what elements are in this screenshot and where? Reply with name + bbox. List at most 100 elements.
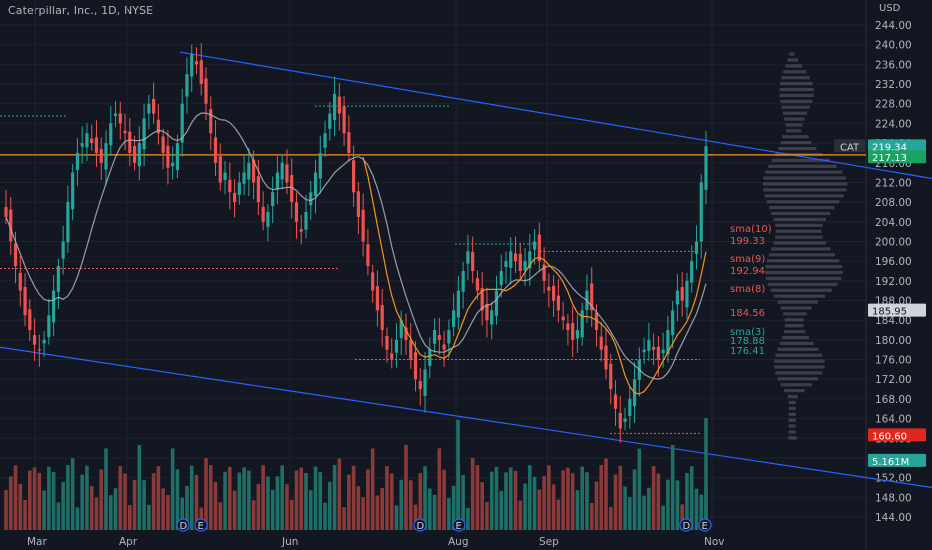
candle-body [656,346,660,360]
y-tick-label: 148.00 [875,492,912,504]
volume-bar [370,448,375,530]
y-tick-label: 212.00 [875,177,912,189]
volume-bar [251,500,256,530]
candle-body [52,290,56,323]
x-tick-label: Mar [27,536,47,548]
candle-body [4,207,8,217]
sma-line [5,112,707,380]
volume-bar [147,504,151,530]
candle-body [132,145,137,163]
candle-body [390,353,394,360]
volume-bar [332,465,337,530]
candle-body [518,253,522,271]
event-marker [452,518,466,532]
volume-bar [351,465,356,530]
volume-bar [580,466,584,530]
candle-body [290,175,294,203]
volume-bar [428,488,432,530]
candle-body [152,98,156,114]
volume-bar [466,507,470,530]
volume-bar [132,479,137,530]
volume-tag-bg [868,453,926,467]
volume-profile-bar [782,111,808,115]
candle-body [494,290,499,316]
volume-profile-bar [777,347,819,351]
volume-bar [161,488,165,530]
volume-bar [475,465,480,530]
volume-bar [513,470,518,530]
y-tick-label: 196.00 [875,256,912,268]
volume-bar [399,479,404,530]
volume-bar [99,469,104,530]
volume-profile-bar [784,318,804,322]
candle-body [109,123,113,146]
volume-profile-bar [787,58,799,62]
candle-body [66,202,70,243]
candle-body [642,349,646,353]
volume-bar [432,494,437,530]
candle-body [661,349,665,354]
candle-body [209,109,213,134]
candle-body [480,288,484,311]
volume-bar [85,465,89,530]
volume-bar [261,465,265,530]
candle-body [418,381,422,390]
volume-bar [566,467,570,530]
volume-profile-bar [775,229,822,233]
volume-bar [604,458,608,530]
volume-bar [280,465,284,530]
candle-body [99,149,103,163]
volume-bar [470,457,475,530]
candle-body [704,146,708,190]
volume-bar [123,473,127,530]
y-tick-label: 228.00 [875,99,912,111]
candle-body [323,133,327,148]
volume-bar [66,465,70,530]
volume-bar [361,497,365,530]
volume-bar [594,481,599,530]
y-tick-label: 152.00 [875,473,912,485]
y-tick-label: 236.00 [875,59,912,71]
volume-bar [437,448,442,530]
candle-body [166,145,170,168]
volume-bar [623,486,627,530]
volume-profile-bar [780,141,812,145]
candle-body [571,323,575,340]
candle-body [75,152,80,170]
sma-label: sma(10) [730,224,772,235]
volume-bar [137,445,142,530]
volume-bar [570,473,575,530]
event-marker-label: D [683,521,691,532]
candle-body [232,192,237,203]
volume-bar [542,476,546,530]
channel-lower [0,346,932,489]
candle-body [513,253,518,262]
price-tag-level: 217.13 [872,153,907,164]
candle-body [275,172,280,189]
volume-profile-bar [765,265,843,269]
candle-body [561,316,565,321]
candle-body [523,261,527,271]
candle-body [228,179,232,193]
volume-bar [618,465,623,530]
candle-body [161,136,165,153]
volume-profile-bar [788,436,797,440]
candle-body [123,130,127,134]
candle-body [218,156,222,183]
volume-profile-bar [767,282,838,286]
volume-bar [28,470,32,530]
candle-body [199,60,203,85]
volume-profile-bar [766,200,840,204]
candle-body [9,209,13,242]
y-tick-label: 168.00 [875,394,912,406]
candle-body [575,330,580,339]
volume-bar [223,471,227,530]
candle-body [375,286,380,311]
volume-profile-bar [771,158,830,162]
volume-bar [228,466,232,530]
volume-bar [494,466,499,530]
y-tick-label: 192.00 [875,276,912,288]
candle-body [671,310,675,336]
